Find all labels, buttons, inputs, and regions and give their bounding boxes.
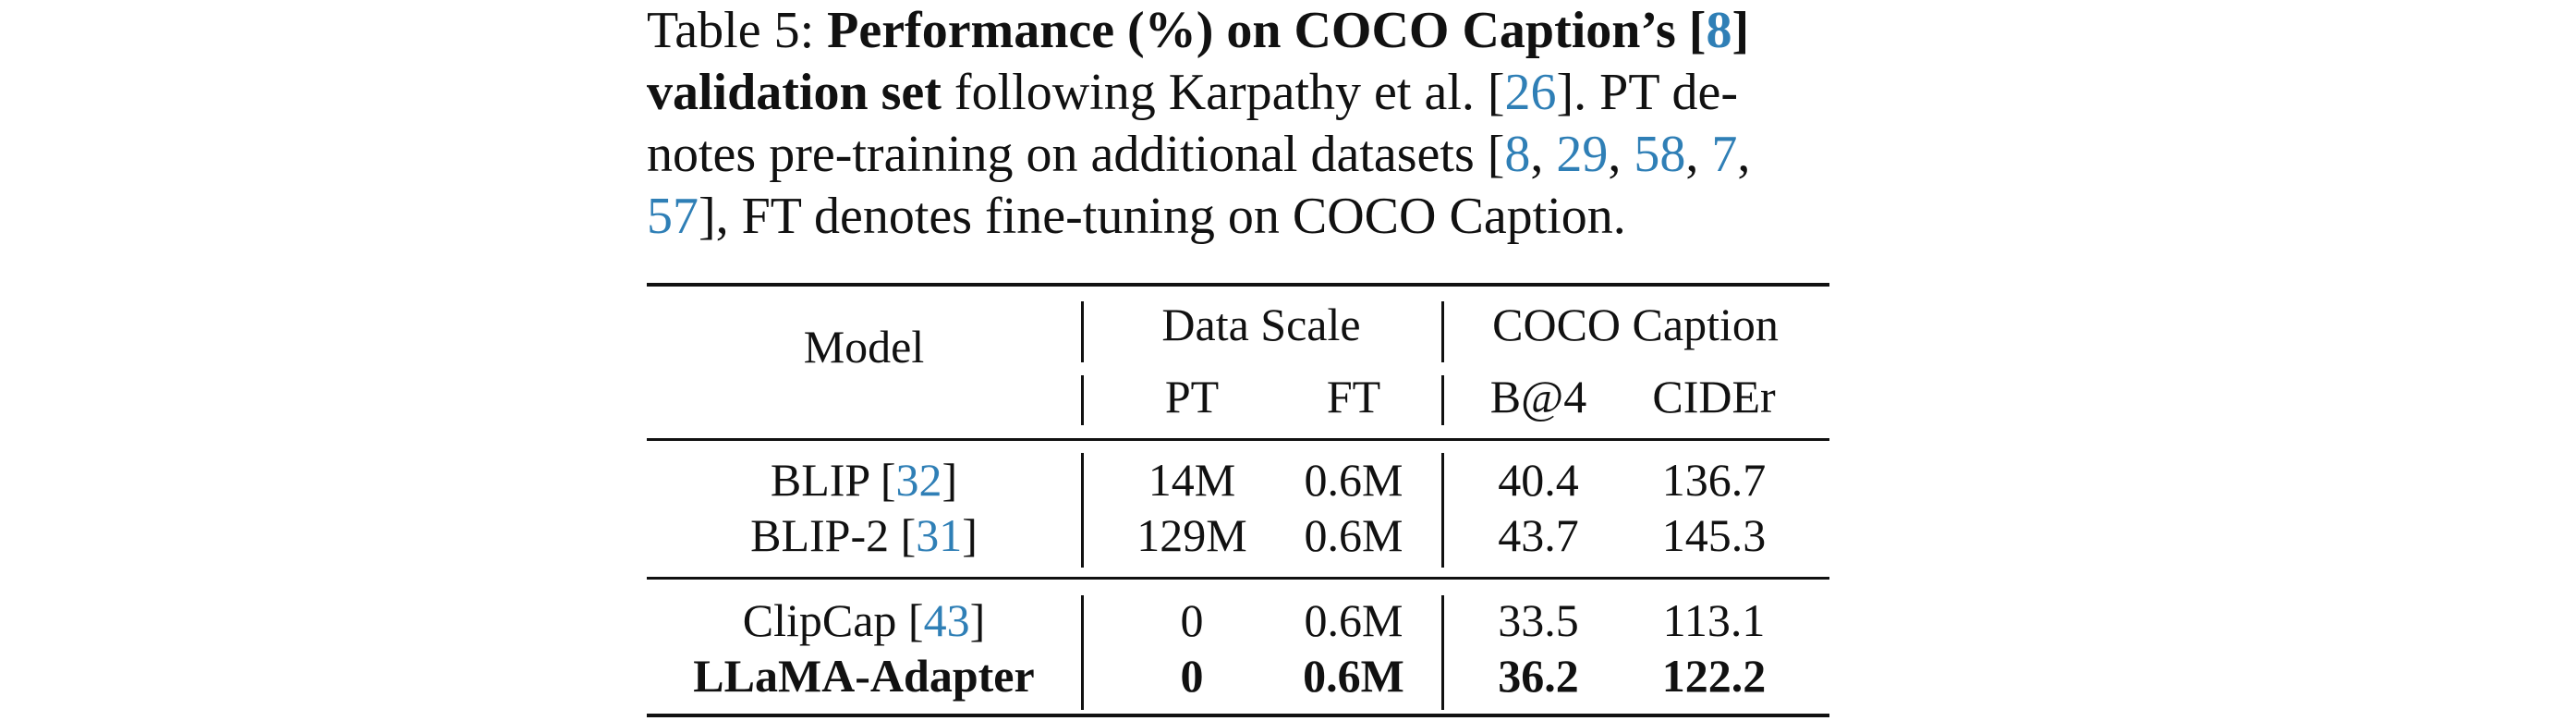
model-name: BLIP [ — [770, 454, 896, 506]
caption-line-3: notes pre-training on additional dataset… — [647, 124, 1839, 186]
caption-separator: , — [1608, 126, 1634, 183]
header-cider: CIDEr — [1652, 371, 1776, 422]
citation-link[interactable]: 8 — [1504, 126, 1531, 183]
table-cell-b4: 40.4 — [1498, 454, 1579, 506]
header-ft: FT — [1326, 371, 1381, 422]
table-row-model: BLIP [32] — [647, 453, 1081, 507]
table-cell-cider: 113.1 — [1662, 594, 1766, 646]
header-pt: PT — [1164, 371, 1220, 422]
caption-text: ]. PT de- — [1556, 64, 1739, 121]
caption-line-1: Table 5: Performance (%) on COCO Caption… — [647, 0, 1839, 62]
caption-text: ], FT denotes fine-tuning on COCO Captio… — [699, 188, 1626, 245]
table-cell-ft: 0.6M — [1304, 509, 1403, 561]
citation-link[interactable]: 43 — [923, 594, 970, 646]
table-row-model: LLaMA-Adapter — [693, 650, 1035, 702]
table-cell-ft: 0.6M — [1304, 594, 1403, 646]
caption-bold-subtitle: validation set — [647, 64, 942, 121]
bottom-rule — [647, 714, 1829, 717]
column-separator — [1081, 595, 1084, 710]
column-separator — [1441, 453, 1444, 568]
column-separator — [1441, 595, 1444, 710]
caption-bold-title: Performance (%) on COCO Caption’s [8] — [827, 2, 1749, 59]
caption-separator: , — [1737, 126, 1751, 183]
table-cell-pt: 0 — [1180, 650, 1204, 702]
caption-line-2: validation set following Karpathy et al.… — [647, 62, 1839, 124]
header-coco-caption: COCO Caption — [1492, 299, 1779, 350]
caption-bold-text: Performance (%) on COCO Caption’s [ — [827, 2, 1707, 59]
table-cell-cider: 145.3 — [1661, 509, 1767, 561]
bracket: ] — [969, 594, 986, 646]
citation-link[interactable]: 8 — [1706, 2, 1732, 59]
citation-link[interactable]: 29 — [1556, 126, 1609, 183]
table-cell-cider: 136.7 — [1661, 454, 1767, 506]
table-cell-ft: 0.6M — [1304, 454, 1403, 506]
model-name: ClipCap [ — [742, 594, 924, 646]
table-cell-b4: 33.5 — [1498, 594, 1579, 646]
group-rule — [647, 577, 1829, 580]
caption-bold-bracket: ] — [1732, 2, 1750, 59]
column-separator — [1081, 375, 1084, 425]
citation-link[interactable]: 31 — [916, 509, 963, 561]
caption-separator: , — [1685, 126, 1712, 183]
model-name: BLIP-2 [ — [750, 509, 917, 561]
citation-link[interactable]: 32 — [895, 454, 942, 506]
caption-text: following Karpathy et al. [ — [941, 64, 1505, 121]
top-rule — [647, 283, 1829, 287]
caption-label: Table 5: — [647, 2, 828, 59]
column-separator — [1081, 453, 1084, 568]
header-data-scale: Data Scale — [1161, 299, 1361, 350]
citation-link[interactable]: 58 — [1634, 126, 1686, 183]
column-separator — [1441, 301, 1444, 362]
citation-link[interactable]: 7 — [1711, 126, 1738, 183]
table-row-model: BLIP-2 [31] — [647, 508, 1081, 562]
table-cell-ft: 0.6M — [1303, 650, 1404, 702]
table-caption: Table 5: Performance (%) on COCO Caption… — [647, 0, 1839, 248]
table-cell-cider: 122.2 — [1661, 650, 1767, 702]
column-separator — [1081, 301, 1084, 362]
header-b4: B@4 — [1489, 371, 1587, 422]
citation-link[interactable]: 26 — [1504, 64, 1557, 121]
results-table: Model Data Scale COCO Caption PT FT B@4 … — [647, 283, 1829, 717]
bracket: ] — [942, 454, 958, 506]
table-cell-pt: 0 — [1180, 594, 1204, 646]
citation-link[interactable]: 57 — [647, 188, 699, 245]
table-cell-b4: 43.7 — [1498, 509, 1579, 561]
table-cell-pt: 14M — [1148, 454, 1236, 506]
table-cell-b4: 36.2 — [1498, 650, 1579, 702]
table-cell-pt: 129M — [1136, 509, 1247, 561]
column-separator — [1441, 375, 1444, 425]
header-model: Model — [803, 321, 925, 373]
caption-line-4: 57], FT denotes fine-tuning on COCO Capt… — [647, 186, 1839, 248]
header-rule — [647, 438, 1829, 441]
caption-separator: , — [1530, 126, 1557, 183]
caption-text: notes pre-training on additional dataset… — [647, 126, 1505, 183]
table-row-model: ClipCap [43] — [647, 593, 1081, 647]
bracket: ] — [962, 509, 978, 561]
